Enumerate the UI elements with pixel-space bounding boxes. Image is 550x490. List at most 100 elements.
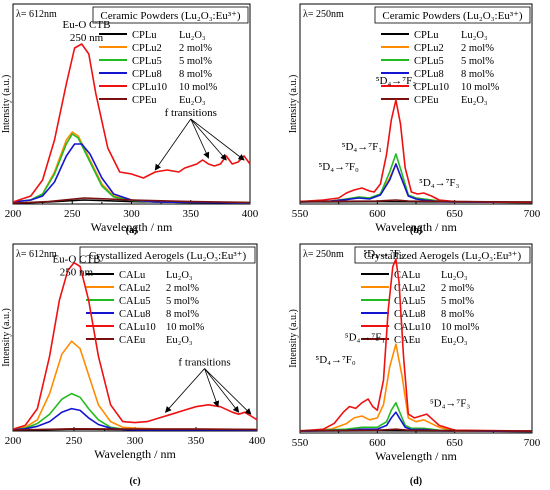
chart-title: Crystallized Aerogels (Lu₂O₃:Eu³⁺) (89, 250, 247, 262)
series-line (12, 143, 251, 204)
panel-label: (c) (129, 476, 140, 487)
excitation-label: λ= 250nm (303, 249, 344, 260)
legend-label: CPLu (132, 30, 157, 41)
series-line (12, 427, 258, 431)
annotation-text: ⁵D₄→⁷F₁ (342, 141, 383, 153)
annotation-text: Eu-O CTB (52, 254, 100, 266)
chart-title: Ceramic Powders (Lu₂O₃:Eu³⁺) (382, 10, 523, 22)
legend-detail: 2 mol% (441, 283, 474, 294)
panel-label: (d) (410, 476, 422, 487)
legend-detail: Lu₂O₃ (179, 30, 206, 41)
annotation-arrow (204, 368, 220, 408)
legend-label: CPLu10 (414, 82, 449, 93)
legend-detail: 8 mol% (166, 309, 199, 320)
x-tick-label: 400 (249, 435, 266, 447)
series-line (299, 258, 533, 432)
annotation-arrow (190, 118, 245, 161)
series-line (299, 343, 533, 433)
title-box (354, 246, 531, 264)
legend-detail: Lu₂O₃ (441, 270, 468, 281)
legend-detail: Lu₂O₃ (166, 270, 193, 281)
legend-detail: Eu₂O₃ (166, 335, 193, 346)
legend-label: CPLu (414, 30, 439, 41)
x-tick-label: 250 (64, 208, 81, 220)
plot-frame (299, 3, 533, 205)
legend-label: CPEu (414, 95, 439, 106)
legend-label: CALu10 (394, 322, 431, 333)
x-tick-label: 350 (183, 208, 200, 220)
legend-label: CALu10 (119, 322, 156, 333)
y-axis-label: Intensity (a.u.) (1, 308, 12, 367)
annotation-arrow (190, 118, 210, 159)
x-tick-label: 600 (369, 208, 386, 220)
annotation-text: 250 nm (60, 267, 94, 279)
x-axis-label: Wavelength / nm (94, 447, 176, 461)
annotation-arrow (204, 368, 240, 413)
legend-detail: Eu₂O₃ (461, 95, 488, 106)
x-axis-label: Wavelength / nm (375, 449, 457, 463)
x-tick-label: 400 (242, 208, 259, 220)
legend-detail: 2 mol% (166, 283, 199, 294)
x-tick-label: 350 (188, 435, 205, 447)
legend-detail: 10 mol% (441, 322, 479, 333)
x-axis-label: Wavelength / nm (91, 220, 173, 234)
panel-3: 550 600 650 700 Wavelength / nm Intensity (a.… (288, 243, 541, 487)
series-line (299, 99, 533, 204)
legend-label: CAEu (394, 335, 421, 346)
y-axis-label: Intensity (a.u.) (1, 75, 12, 134)
legend-label: CALu8 (119, 309, 151, 320)
legend-label: CALu (394, 270, 421, 281)
legend-label: CALu2 (394, 283, 426, 294)
annotation-text: ⁵D₄→⁷F₀ (318, 161, 359, 173)
y-axis-label: Intensity (a.u.) (288, 75, 299, 134)
legend-detail: 8 mol% (461, 69, 494, 80)
series-line (12, 43, 251, 203)
x-tick-label: 200 (5, 435, 22, 447)
plot-frame (12, 3, 251, 205)
panel-1: 550 600 650 700 Wavelength / nm Intensity (a.… (288, 3, 541, 236)
x-tick-label: 700 (524, 437, 541, 449)
legend-label: CPLu2 (132, 43, 162, 54)
legend-detail: 2 mol% (461, 43, 494, 54)
annotation-text: ⁵D₄→⁷F₃ (430, 398, 471, 410)
x-tick-label: 250 (66, 435, 83, 447)
legend-detail: 8 mol% (179, 69, 212, 80)
legend-label: CALu2 (119, 283, 151, 294)
title-box (92, 6, 249, 24)
annotation-arrow (164, 368, 205, 413)
x-tick-label: 300 (123, 208, 140, 220)
excitation-label: λ= 612nm (16, 249, 57, 260)
annotation-text: Eu-O CTB (62, 19, 110, 31)
y-axis-label: Intensity (a.u.) (288, 309, 299, 368)
title-box (79, 246, 256, 264)
panel-0: 200 250 300 350 400 Wavelength / nm Intensity … (1, 3, 259, 236)
chart-title: Ceramic Powders (Lu₂O₃:Eu³⁺) (100, 10, 241, 22)
legend-label: CALu5 (119, 296, 151, 307)
annotation-text: ⁵D₄→⁷F₂ (363, 248, 404, 260)
legend-detail: 5 mol% (166, 296, 199, 307)
x-tick-label: 700 (524, 208, 541, 220)
legend-detail: 10 mol% (179, 82, 217, 93)
series-line (299, 428, 533, 432)
x-tick-label: 200 (5, 208, 22, 220)
annotation-arrow (204, 368, 252, 415)
legend-label: CAEu (119, 335, 146, 346)
panel-2: 200 250 300 350 400 Wavelength / nm Intensity … (1, 243, 266, 487)
legend-detail: 5 mol% (461, 56, 494, 67)
annotation-arrow (190, 118, 227, 161)
legend-label: CALu8 (394, 309, 426, 320)
legend-detail: Eu₂O₃ (441, 335, 468, 346)
annotation-arrow (154, 118, 192, 171)
legend-detail: 10 mol% (461, 82, 499, 93)
x-tick-label: 550 (292, 208, 309, 220)
series-line (12, 261, 258, 430)
title-box (374, 6, 531, 24)
annotation-text: ⁵D₄→⁷F₂ (376, 75, 417, 87)
legend-label: CPLu10 (132, 82, 167, 93)
legend-label: CPEu (132, 95, 157, 106)
legend-label: CPLu5 (414, 56, 444, 67)
legend-label: CPLu8 (414, 69, 444, 80)
legend-detail: 10 mol% (166, 322, 204, 333)
x-tick-label: 300 (127, 435, 144, 447)
legend-label: CPLu5 (132, 56, 162, 67)
